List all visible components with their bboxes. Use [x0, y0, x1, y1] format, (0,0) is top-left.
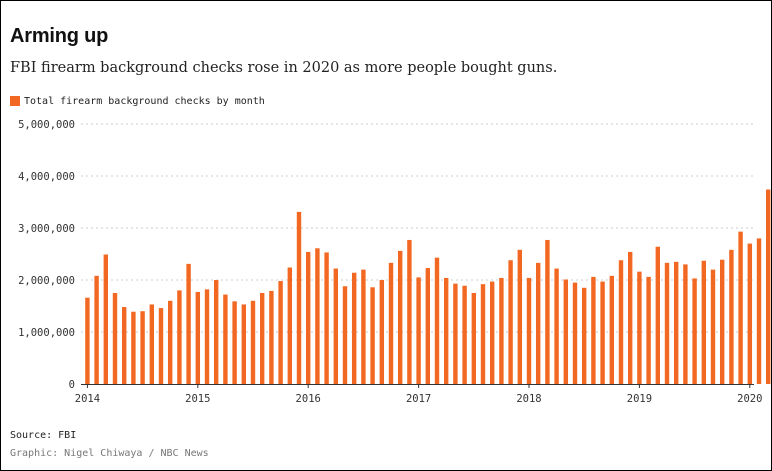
- bar: [572, 282, 578, 384]
- y-tick-label: 3,000,000: [18, 223, 75, 235]
- bar: [582, 287, 587, 384]
- bar: [131, 311, 136, 384]
- bar: [545, 239, 550, 384]
- bar: [85, 297, 90, 384]
- chart-title: Arming up: [10, 25, 109, 47]
- bar: [361, 269, 366, 384]
- x-tick-label: 2017: [406, 393, 431, 405]
- bar: [324, 252, 329, 384]
- bar: [674, 261, 679, 384]
- bar: [490, 281, 495, 384]
- bar: [287, 267, 292, 384]
- bar: [296, 211, 302, 384]
- bar: [103, 254, 108, 384]
- bar: [223, 294, 228, 384]
- bar: [434, 257, 440, 384]
- source-note: Source: FBI: [10, 430, 77, 441]
- x-tick-label: 2019: [627, 393, 652, 405]
- bar: [683, 264, 688, 384]
- legend: Total firearm background checks by month: [10, 94, 265, 108]
- y-tick-label: 4,000,000: [18, 171, 75, 183]
- bar: [738, 231, 743, 384]
- bar: [94, 275, 99, 384]
- y-tick-label: 0: [69, 379, 75, 391]
- bar: [177, 290, 182, 384]
- bar: [554, 268, 559, 384]
- bar: [508, 260, 513, 384]
- bar: [526, 277, 532, 384]
- bar: [250, 300, 256, 384]
- y-tick-label: 5,000,000: [18, 119, 75, 131]
- bar: [333, 268, 338, 384]
- bar: [499, 277, 504, 384]
- bar: [480, 284, 486, 384]
- bar: [517, 249, 522, 384]
- bar: [628, 251, 633, 384]
- bar: [398, 250, 403, 384]
- bar: [591, 276, 596, 384]
- bar: [407, 239, 412, 384]
- bar: [241, 304, 246, 384]
- bar: [416, 277, 421, 384]
- x-tick-label: 2014: [75, 393, 100, 405]
- bar: [214, 280, 219, 384]
- legend-swatch: [10, 96, 20, 106]
- bar: [646, 276, 651, 384]
- bar: [756, 238, 762, 384]
- x-tick-label: 2015: [185, 393, 210, 405]
- bar: [536, 262, 541, 384]
- bar: [149, 304, 154, 384]
- bar: [379, 280, 384, 384]
- x-tick-label: 2016: [296, 393, 321, 405]
- bar: [186, 263, 191, 384]
- legend-label: Total firearm background checks by month: [24, 95, 265, 107]
- bar: [655, 246, 660, 384]
- bar: [425, 268, 430, 384]
- bar: [158, 308, 164, 384]
- bar: [112, 293, 118, 384]
- bar: [232, 301, 237, 384]
- bar-chart: 5,000,000 4,000,000 3,000,000 2,000,000 1,00…: [18, 119, 771, 405]
- bar: [352, 272, 357, 384]
- bar: [269, 290, 274, 384]
- bar: [195, 291, 200, 384]
- bar: [342, 286, 348, 384]
- bar: [720, 259, 725, 384]
- bar: [315, 248, 320, 384]
- bar: [637, 271, 642, 384]
- bar: [122, 307, 127, 384]
- bar: [600, 281, 605, 384]
- bar: [471, 293, 476, 384]
- graphic-credit: Graphic: Nigel Chiwaya / NBC News: [10, 448, 209, 459]
- bar: [444, 277, 449, 384]
- bar: [278, 281, 283, 384]
- bar: [462, 285, 467, 384]
- bar: [388, 262, 394, 384]
- bar: [453, 283, 458, 384]
- bar: [168, 300, 173, 384]
- y-tick-label: 1,000,000: [18, 327, 75, 339]
- bar: [260, 293, 265, 384]
- bar: [370, 287, 375, 384]
- bar: [618, 260, 624, 384]
- bar: [609, 275, 614, 384]
- bar: [563, 279, 568, 384]
- chart-subtitle: FBI firearm background checks rose in 20…: [10, 60, 558, 76]
- bar: [306, 251, 311, 384]
- bar: [710, 269, 716, 384]
- bar: [766, 189, 771, 384]
- bar: [204, 289, 210, 384]
- x-tick-label: 2020: [737, 393, 762, 405]
- bar: [692, 278, 697, 384]
- bar: [701, 260, 706, 384]
- bar: [664, 262, 670, 384]
- bar: [729, 249, 734, 384]
- bar: [140, 311, 145, 384]
- x-tick-label: 2018: [516, 393, 541, 405]
- bar: [747, 243, 752, 384]
- y-tick-label: 2,000,000: [18, 275, 75, 287]
